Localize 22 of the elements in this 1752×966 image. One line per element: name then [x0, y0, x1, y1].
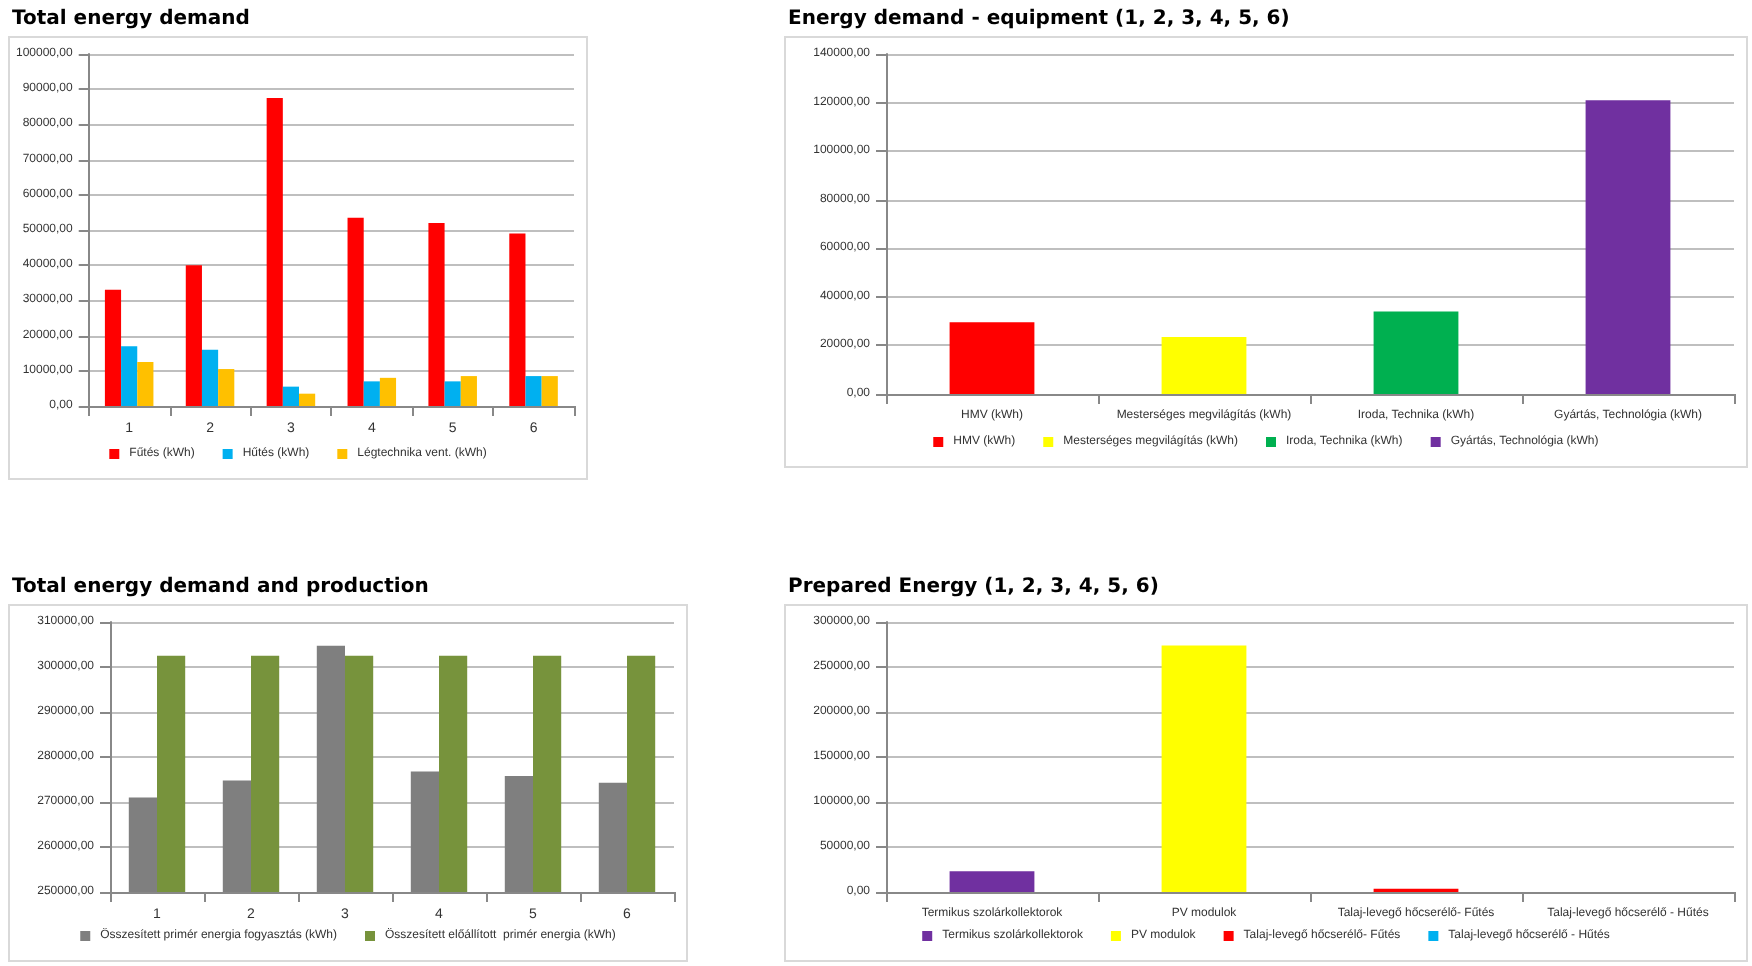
bar: [509, 233, 526, 406]
bar: [121, 346, 138, 406]
bar: [363, 381, 380, 406]
bar: [137, 362, 154, 406]
bar: [347, 217, 364, 406]
chart-title: Total energy demand: [12, 8, 250, 30]
bar: [266, 98, 283, 406]
bar: [525, 376, 542, 406]
bar: [218, 369, 235, 406]
bar: [201, 349, 219, 406]
bar: [379, 377, 397, 406]
chart-title: Prepared Energy (1, 2, 3, 4, 5, 6): [788, 576, 1159, 598]
bar: [444, 381, 461, 406]
bar: [460, 376, 477, 406]
chart-title: Energy demand - equipment (1, 2, 3, 4, 5, 6): [788, 8, 1290, 30]
bar: [299, 393, 316, 406]
bar: [282, 386, 300, 406]
chart-title: Total energy demand and production: [12, 576, 429, 598]
bar: [185, 265, 202, 406]
bar: [104, 289, 122, 406]
bar: [428, 222, 445, 406]
bar: [541, 376, 558, 406]
